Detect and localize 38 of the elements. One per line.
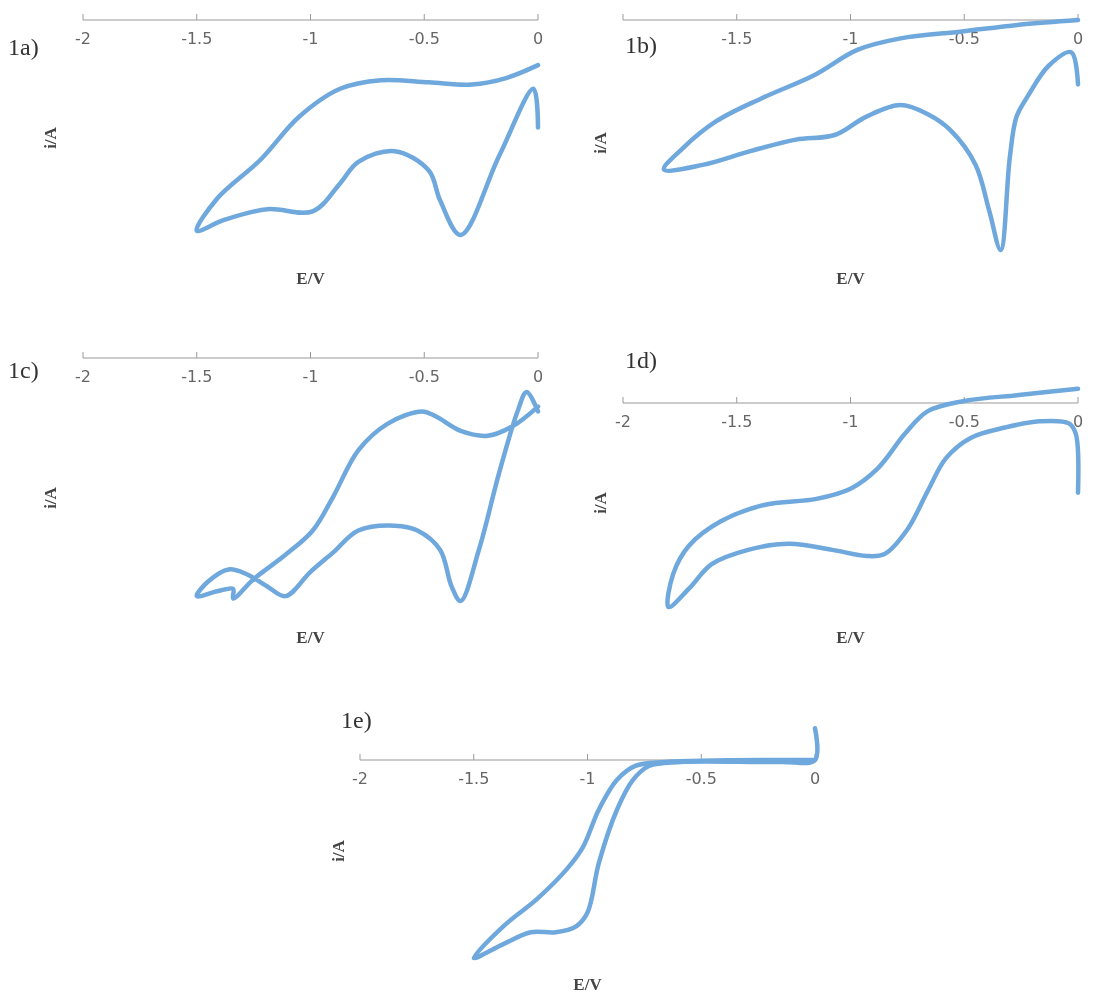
x-tick-label: -1.5 bbox=[458, 769, 490, 788]
x-tick-label: -2 bbox=[75, 367, 91, 386]
text: 1b) bbox=[625, 32, 657, 58]
x-tick-label: -1.5 bbox=[181, 367, 213, 386]
x-tick-label: -0.5 bbox=[948, 412, 980, 431]
x-tick-label: 0 bbox=[1072, 29, 1084, 48]
x-tick-label: -2 bbox=[615, 412, 631, 431]
x-tick-label: -1 bbox=[842, 412, 859, 431]
x-tick-label: -1 bbox=[579, 769, 596, 788]
text: 1a) bbox=[8, 34, 39, 60]
x-tick-label: -1 bbox=[302, 367, 319, 386]
x-axis-title: E/V bbox=[296, 269, 326, 288]
y-axis-title: i/A bbox=[329, 839, 348, 862]
x-tick-label: -1.5 bbox=[721, 29, 753, 48]
y-axis-title: i/A bbox=[591, 131, 610, 154]
x-tick-label: 0 bbox=[532, 29, 544, 48]
x-axis-title: E/V bbox=[296, 628, 326, 647]
chart-title: 1d) bbox=[625, 347, 657, 373]
y-axis-title: i/A bbox=[591, 491, 610, 514]
chart-title: 1e) bbox=[341, 707, 372, 733]
x-tick-label: -1 bbox=[842, 29, 859, 48]
x-tick-label: -1.5 bbox=[721, 412, 753, 431]
x-axis-title: E/V bbox=[836, 628, 866, 647]
y-axis-title: i/A bbox=[41, 126, 60, 149]
x-tick-label: -0.5 bbox=[685, 769, 717, 788]
x-axis-title: E/V bbox=[573, 975, 603, 994]
x-axis-title: E/V bbox=[836, 269, 866, 288]
chart-title: 1c) bbox=[8, 357, 39, 383]
x-tick-label: 0 bbox=[809, 769, 821, 788]
x-tick-label: -2 bbox=[352, 769, 368, 788]
x-tick-label: -1 bbox=[302, 29, 319, 48]
y-axis-title: i/A bbox=[41, 486, 60, 509]
x-tick-label: 0 bbox=[532, 367, 544, 386]
x-tick-label: -1.5 bbox=[181, 29, 213, 48]
x-tick-label: -0.5 bbox=[408, 29, 440, 48]
x-tick-label: -0.5 bbox=[408, 367, 440, 386]
x-tick-label: 0 bbox=[1072, 412, 1084, 431]
x-tick-label: -2 bbox=[75, 29, 91, 48]
